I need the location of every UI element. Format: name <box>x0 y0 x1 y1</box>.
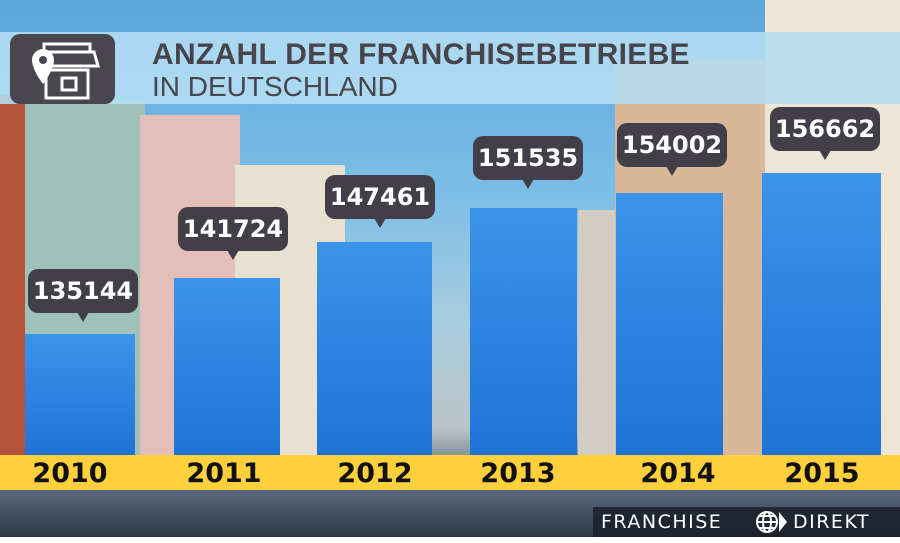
globe-icon <box>755 510 789 543</box>
year-label-2011: 2011 <box>186 458 262 489</box>
bar-2013 <box>470 208 577 455</box>
building <box>578 210 618 460</box>
bar-2011 <box>174 278 280 455</box>
bar-2012 <box>317 242 432 455</box>
brand-left: FRANCHISE <box>601 511 723 533</box>
value-label-2015: 156662 <box>770 107 880 160</box>
chart-title: ANZAHL DER FRANCHISEBETRIEBE <box>152 38 690 71</box>
value-label-2014: 154002 <box>617 123 727 176</box>
value-label-2010: 135144 <box>28 269 138 322</box>
store-location-icon <box>10 34 115 104</box>
bar-2015 <box>762 173 881 455</box>
year-axis-band <box>0 455 900 490</box>
value-label-2011: 141724 <box>178 207 288 260</box>
franchise-direkt-logo: FRANCHISE DIREKT <box>593 507 900 537</box>
bar-2014 <box>616 193 723 455</box>
value-label-2013: 151535 <box>473 136 583 189</box>
year-label-2015: 2015 <box>784 458 860 489</box>
title-bar <box>0 32 900 104</box>
bar-2010 <box>25 334 135 455</box>
year-label-2010: 2010 <box>32 458 108 489</box>
year-label-2012: 2012 <box>337 458 413 489</box>
brand-right: DIREKT <box>793 511 871 533</box>
year-label-2014: 2014 <box>640 458 716 489</box>
year-label-2013: 2013 <box>480 458 556 489</box>
chart-subtitle: IN DEUTSCHLAND <box>152 71 398 102</box>
value-label-2012: 147461 <box>325 175 435 228</box>
